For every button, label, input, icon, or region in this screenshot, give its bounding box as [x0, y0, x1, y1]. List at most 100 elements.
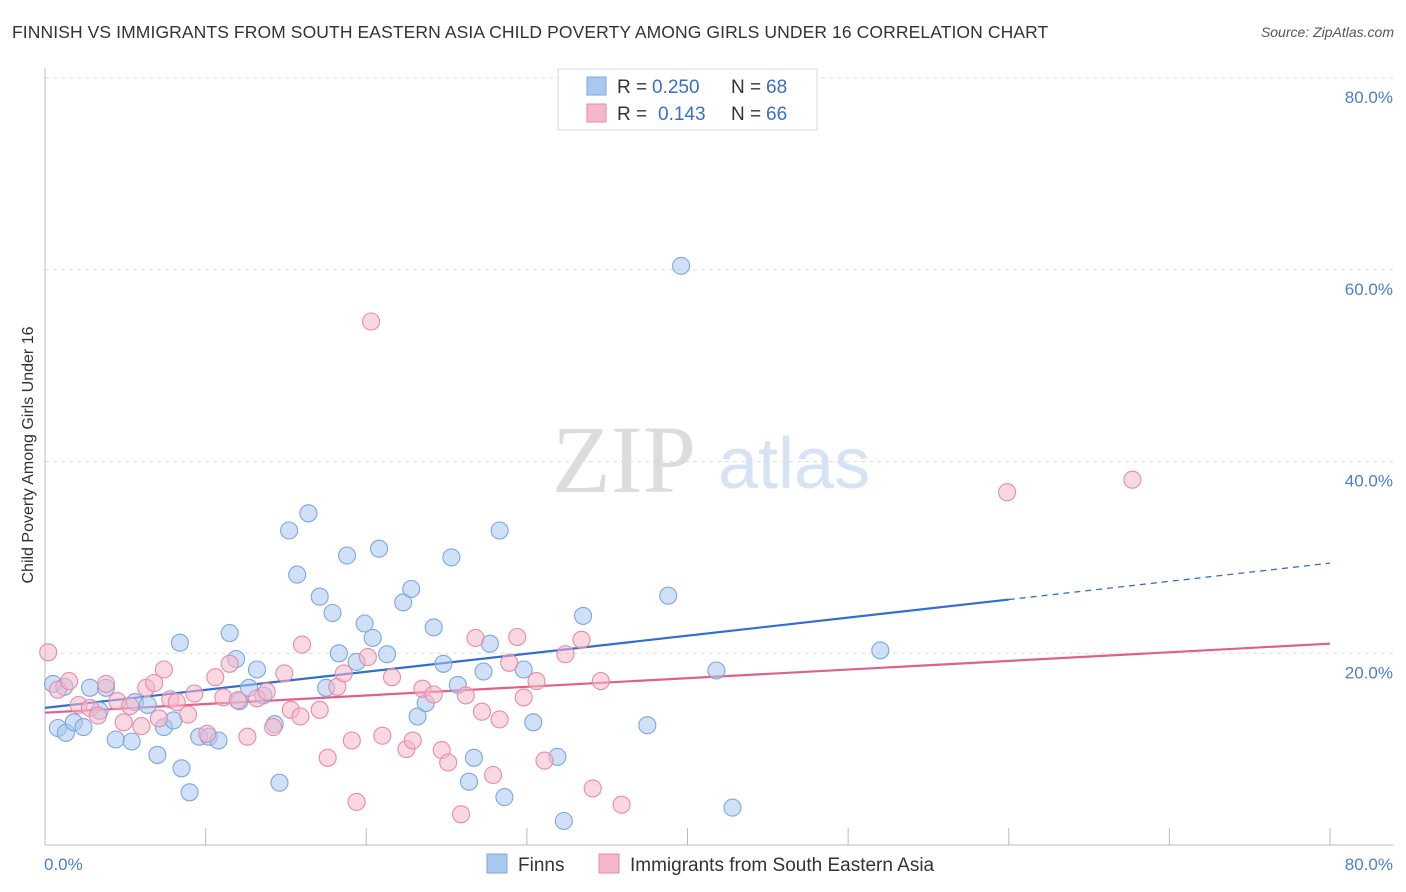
- finns-point: [138, 695, 157, 715]
- trend-line-finns-extension: [1008, 562, 1331, 601]
- finns-point: [459, 772, 479, 791]
- finns-point: [672, 256, 691, 275]
- finns-point: [270, 773, 289, 792]
- trend-lines: [44, 562, 1331, 714]
- immigrants-point: [185, 684, 204, 703]
- watermark-atlas: atlas: [718, 424, 870, 504]
- immigrants-point: [292, 635, 312, 654]
- immigrants-point: [178, 705, 198, 724]
- immigrants-point: [514, 688, 533, 707]
- legend-r-value-1: 0.250: [652, 77, 700, 98]
- immigrants-point: [149, 709, 169, 728]
- finns-point: [122, 732, 141, 751]
- finns-point: [106, 730, 125, 749]
- finns-point: [74, 718, 93, 737]
- finns-point: [172, 759, 191, 778]
- immigrants-point: [310, 700, 329, 719]
- immigrants-point: [342, 731, 361, 750]
- data-points: [39, 256, 1142, 831]
- finns-point: [495, 788, 514, 807]
- immigrants-point: [612, 795, 631, 814]
- legend-n-label-1: N =: [731, 77, 761, 98]
- finns-point: [474, 662, 493, 681]
- immigrants-point: [334, 664, 353, 683]
- immigrants-point: [556, 645, 575, 664]
- immigrants-point: [527, 672, 546, 691]
- finns-point: [148, 745, 167, 764]
- y-axis-title: Child Poverty Among Girls Under 16: [20, 326, 37, 583]
- finns-point: [394, 593, 413, 612]
- immigrants-point: [484, 765, 503, 785]
- immigrants-point: [508, 627, 527, 647]
- immigrants-point: [583, 779, 602, 798]
- finns-point: [524, 713, 543, 732]
- legend-swatch-immigrants: [586, 103, 607, 123]
- legend-n-label-2: N =: [731, 104, 761, 125]
- finns-point: [659, 586, 678, 605]
- immigrants-point: [373, 726, 392, 745]
- series-immigrants: [39, 312, 1142, 824]
- immigrants-point: [198, 724, 217, 743]
- finns-point: [402, 579, 421, 599]
- immigrants-point: [456, 686, 475, 705]
- immigrants-point: [572, 630, 591, 649]
- finns-point: [280, 521, 299, 540]
- immigrants-point: [466, 628, 485, 647]
- immigrants-point: [591, 672, 610, 691]
- immigrants-point: [154, 660, 173, 679]
- finns-point: [80, 678, 100, 697]
- finns-point: [464, 748, 483, 767]
- finns-point: [170, 633, 189, 652]
- x-tick-label-max: 80.0%: [1345, 855, 1393, 874]
- finns-point: [220, 624, 239, 643]
- bottom-legend-immigrants: Immigrants from South Eastern Asia: [630, 855, 935, 876]
- series-legend: Finns Immigrants from South Eastern Asia: [486, 853, 935, 876]
- finns-point: [424, 618, 443, 637]
- immigrants-point: [145, 673, 164, 693]
- series-finns: [43, 256, 890, 831]
- finns-point: [408, 707, 427, 726]
- immigrants-point: [472, 702, 491, 721]
- bottom-legend-swatch-finns: [486, 853, 508, 874]
- immigrants-point: [264, 718, 283, 737]
- immigrants-point: [291, 707, 310, 726]
- gridlines: [45, 77, 1393, 654]
- immigrants-point: [96, 674, 116, 693]
- correlation-legend: R = 0.250 N = 68 R = 0.143 N = 66: [557, 68, 818, 131]
- x-tick-label-min: 0.0%: [44, 855, 83, 874]
- trend-line-finns: [44, 598, 1009, 709]
- finns-point: [707, 661, 726, 680]
- finns-point: [554, 811, 573, 831]
- immigrants-point: [382, 668, 402, 687]
- finns-point: [247, 660, 267, 679]
- finns-point: [299, 504, 318, 523]
- finns-point: [574, 606, 593, 625]
- y-tick-label: 20.0%: [1345, 663, 1393, 682]
- bottom-legend-finns: Finns: [518, 855, 564, 876]
- legend-n-value-1: 68: [766, 77, 787, 98]
- chart-title: FINNISH VS IMMIGRANTS FROM SOUTH EASTERN…: [12, 22, 1049, 42]
- immigrants-point: [1123, 470, 1142, 489]
- immigrants-point: [238, 727, 257, 746]
- y-tick-label: 60.0%: [1345, 280, 1393, 299]
- immigrants-point: [490, 710, 509, 729]
- legend-n-value-2: 66: [766, 104, 787, 125]
- legend-swatch-finns: [586, 76, 607, 96]
- immigrants-point: [132, 717, 151, 736]
- source-label: Source: ZipAtlas.com: [1260, 24, 1394, 40]
- y-tick-label: 80.0%: [1345, 88, 1393, 107]
- finns-point: [434, 654, 453, 673]
- immigrants-point: [358, 648, 377, 667]
- immigrants-point: [167, 693, 186, 712]
- immigrants-point: [362, 312, 381, 331]
- immigrants-point: [403, 731, 422, 750]
- finns-point: [871, 641, 890, 660]
- finns-point: [442, 548, 461, 567]
- finns-point: [310, 587, 329, 606]
- immigrants-point: [451, 805, 471, 824]
- finns-point: [723, 798, 742, 817]
- y-tick-label: 40.0%: [1345, 472, 1393, 491]
- finns-point: [180, 783, 199, 802]
- legend-r-label-1: R =: [617, 77, 647, 98]
